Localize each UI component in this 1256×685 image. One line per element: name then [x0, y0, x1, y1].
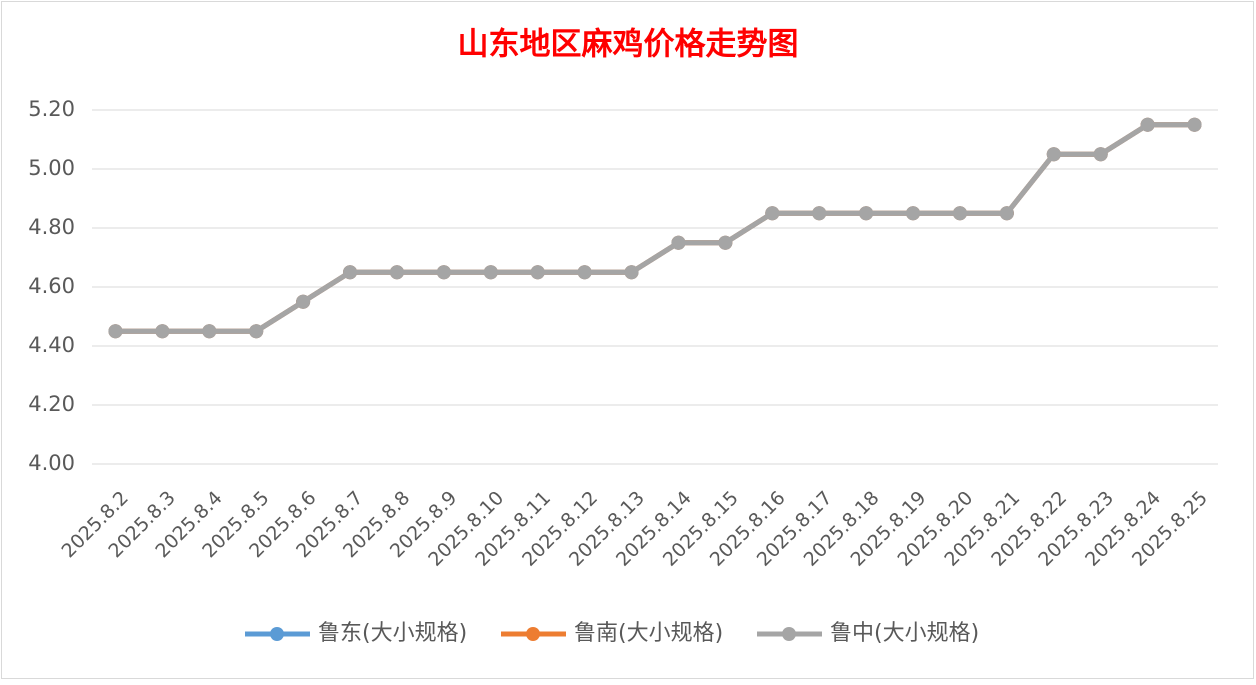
- point: [999, 206, 1014, 221]
- y-tick-label: 4.20: [28, 392, 75, 416]
- point: [389, 265, 404, 280]
- y-tick-label: 4.80: [28, 215, 75, 239]
- legend-label: 鲁东(大小规格): [318, 621, 467, 646]
- point: [812, 206, 827, 221]
- legend-label: 鲁南(大小规格): [574, 621, 723, 646]
- legend-marker: [270, 627, 284, 641]
- y-tick-label: 5.00: [28, 156, 75, 180]
- y-tick-label: 4.00: [28, 451, 75, 475]
- chart-title: 山东地区麻鸡价格走势图: [458, 27, 799, 63]
- point: [296, 294, 311, 309]
- point: [436, 265, 451, 280]
- point: [671, 235, 686, 250]
- legend-label: 鲁中(大小规格): [830, 621, 979, 646]
- point: [952, 206, 967, 221]
- point: [624, 265, 639, 280]
- point: [1046, 147, 1061, 162]
- legend-marker: [526, 627, 540, 641]
- point: [108, 324, 123, 339]
- point: [1093, 147, 1108, 162]
- series-line: [115, 122, 1195, 334]
- point: [343, 265, 358, 280]
- point: [1187, 117, 1202, 132]
- point: [249, 324, 264, 339]
- point: [577, 265, 592, 280]
- point: [202, 324, 217, 339]
- point: [530, 265, 545, 280]
- legend-marker: [782, 627, 796, 641]
- y-tick-label: 4.40: [28, 333, 75, 357]
- y-tick-label: 5.20: [28, 97, 75, 121]
- y-tick-label: 4.60: [28, 274, 75, 298]
- point: [1140, 117, 1155, 132]
- point: [483, 265, 498, 280]
- point: [765, 206, 780, 221]
- point: [718, 235, 733, 250]
- point: [155, 324, 170, 339]
- point: [859, 206, 874, 221]
- point: [906, 206, 921, 221]
